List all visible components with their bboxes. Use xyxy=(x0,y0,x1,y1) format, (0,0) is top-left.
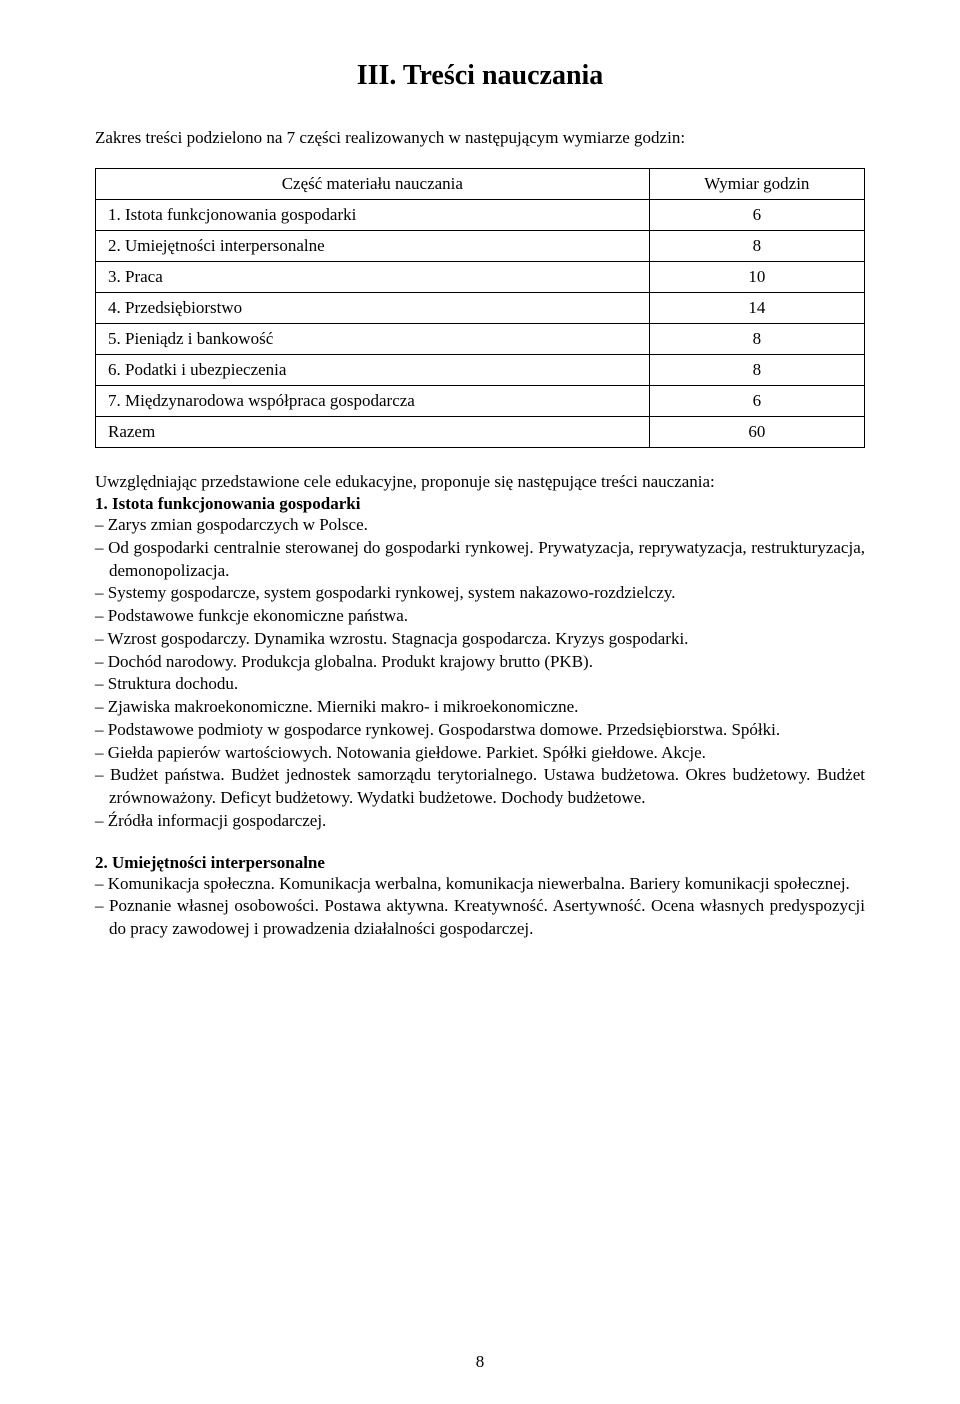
section1-list: Zarys zmian gospodarczych w Polsce. Od g… xyxy=(95,514,865,833)
table-row: 6. Podatki i ubezpieczenia 8 xyxy=(96,355,865,386)
section1-title: 1. Istota funkcjonowania gospodarki xyxy=(95,494,865,514)
section2-title: 2. Umiejętności interpersonalne xyxy=(95,853,865,873)
list-item: Podstawowe podmioty w gospodarce rynkowe… xyxy=(95,719,865,742)
table-cell-hours: 8 xyxy=(649,355,864,386)
list-item: Komunikacja społeczna. Komunikacja werba… xyxy=(95,873,865,896)
table-cell-hours: 8 xyxy=(649,324,864,355)
document-page: III. Treści nauczania Zakres treści podz… xyxy=(0,0,960,1404)
table-header-row: Część materiału nauczania Wymiar godzin xyxy=(96,169,865,200)
hours-table: Część materiału nauczania Wymiar godzin … xyxy=(95,168,865,448)
list-item: Poznanie własnej osobowości. Postawa akt… xyxy=(95,895,865,941)
table-cell-label: 7. Międzynarodowa współpraca gospodarcza xyxy=(96,386,650,417)
after-table-paragraph: Uwzględniając przedstawione cele edukacy… xyxy=(95,472,865,492)
section2-list: Komunikacja społeczna. Komunikacja werba… xyxy=(95,873,865,941)
table-cell-label: Razem xyxy=(96,417,650,448)
page-number: 8 xyxy=(0,1352,960,1372)
table-row: 1. Istota funkcjonowania gospodarki 6 xyxy=(96,200,865,231)
table-cell-label: 5. Pieniądz i bankowość xyxy=(96,324,650,355)
list-item: Od gospodarki centralnie sterowanej do g… xyxy=(95,537,865,583)
table-row: 2. Umiejętności interpersonalne 8 xyxy=(96,231,865,262)
table-cell-hours: 60 xyxy=(649,417,864,448)
table-cell-hours: 10 xyxy=(649,262,864,293)
table-row: 7. Międzynarodowa współpraca gospodarcza… xyxy=(96,386,865,417)
list-item: Zjawiska makroekonomiczne. Mierniki makr… xyxy=(95,696,865,719)
table-header-left: Część materiału nauczania xyxy=(96,169,650,200)
table-row: 4. Przedsiębiorstwo 14 xyxy=(96,293,865,324)
list-item: Struktura dochodu. xyxy=(95,673,865,696)
table-header-right: Wymiar godzin xyxy=(649,169,864,200)
list-item: Giełda papierów wartościowych. Notowania… xyxy=(95,742,865,765)
table-cell-hours: 6 xyxy=(649,386,864,417)
table-cell-label: 1. Istota funkcjonowania gospodarki xyxy=(96,200,650,231)
table-row: 3. Praca 10 xyxy=(96,262,865,293)
table-cell-label: 4. Przedsiębiorstwo xyxy=(96,293,650,324)
table-row: 5. Pieniądz i bankowość 8 xyxy=(96,324,865,355)
table-cell-hours: 6 xyxy=(649,200,864,231)
table-cell-label: 3. Praca xyxy=(96,262,650,293)
table-row: Razem 60 xyxy=(96,417,865,448)
table-cell-hours: 14 xyxy=(649,293,864,324)
table-cell-label: 6. Podatki i ubezpieczenia xyxy=(96,355,650,386)
list-item: Wzrost gospodarczy. Dynamika wzrostu. St… xyxy=(95,628,865,651)
list-item: Systemy gospodarcze, system gospodarki r… xyxy=(95,582,865,605)
list-item: Podstawowe funkcje ekonomiczne państwa. xyxy=(95,605,865,628)
list-item: Zarys zmian gospodarczych w Polsce. xyxy=(95,514,865,537)
list-item: Dochód narodowy. Produkcja globalna. Pro… xyxy=(95,651,865,674)
intro-paragraph: Zakres treści podzielono na 7 części rea… xyxy=(95,128,865,148)
list-item: Budżet państwa. Budżet jednostek samorzą… xyxy=(95,764,865,810)
list-item: Źródła informacji gospodarczej. xyxy=(95,810,865,833)
table-cell-label: 2. Umiejętności interpersonalne xyxy=(96,231,650,262)
table-cell-hours: 8 xyxy=(649,231,864,262)
page-title: III. Treści nauczania xyxy=(95,60,865,92)
